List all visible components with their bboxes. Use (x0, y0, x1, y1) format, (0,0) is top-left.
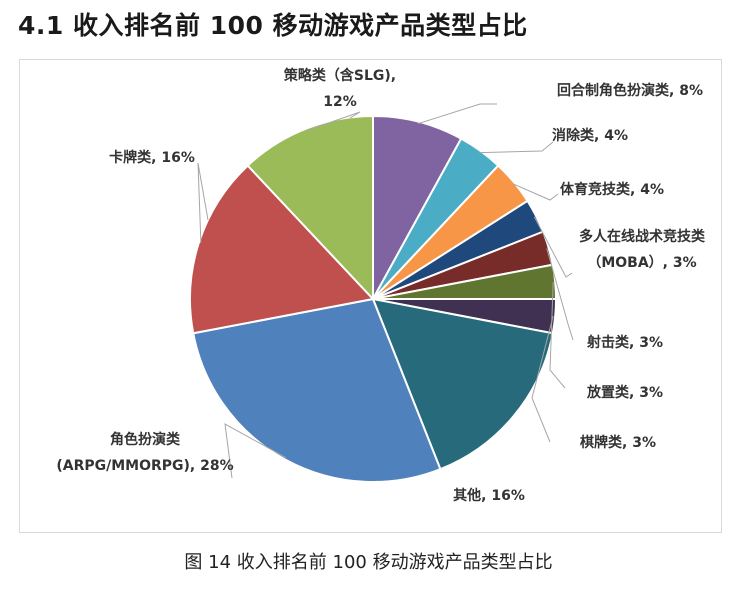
slice-label: 放置类, 3% (586, 384, 663, 401)
section-heading: 4.1 收入排名前 100 移动游戏产品类型占比 (18, 11, 528, 40)
pie-slice (189, 164, 375, 335)
pie-slice (246, 114, 374, 302)
leader-line (533, 216, 573, 278)
slice-label: 射击类, 3% (586, 334, 663, 351)
leader-lines (197, 103, 574, 479)
leader-line (417, 103, 497, 125)
figure-caption: 图 14 收入排名前 100 移动游戏产品类型占比 (184, 552, 553, 573)
slice-label: 卡牌类, 16% (109, 149, 195, 166)
slice-label: 其他, 16% (453, 487, 525, 504)
pie-slice (192, 297, 442, 483)
leader-line (479, 141, 554, 154)
slice-label: 回合制角色扮演类, 8% (557, 82, 703, 99)
leader-line (197, 162, 209, 244)
slice-label: 多人在线战术竞技类（MOBA）, 3% (579, 228, 706, 271)
slice-label: 棋牌类, 3% (580, 434, 656, 451)
leader-line (546, 248, 574, 341)
leader-line (531, 315, 554, 443)
leader-line (306, 111, 361, 132)
slice-label: 消除类, 4% (552, 127, 628, 144)
leader-line (512, 183, 559, 201)
slice-label: 角色扮演类(ARPG/MMORPG), 28% (56, 431, 233, 474)
leader-line (549, 281, 566, 389)
pie-chart: 回合制角色扮演类, 8% 消除类, 4% 体育竞技类, 4% 多人在线战术竞技类（MO… (56, 67, 706, 504)
pie-chart-frame: 回合制角色扮演类, 8% 消除类, 4% 体育竞技类, 4% 多人在线战术竞技类（MO… (19, 59, 722, 533)
pie-slice (371, 297, 554, 471)
pie-slice (372, 114, 463, 300)
pie-slices (189, 114, 558, 483)
leader-line (224, 423, 287, 479)
slice-label: 策略类（含SLG), 12% (283, 67, 396, 110)
slice-label: 体育竞技类, 4% (560, 181, 664, 198)
slice-labels: 回合制角色扮演类, 8% 消除类, 4% 体育竞技类, 4% 多人在线战术竞技类（MO… (56, 67, 706, 504)
